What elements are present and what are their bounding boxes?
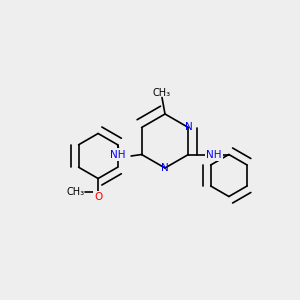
Text: NH: NH <box>206 149 222 160</box>
Text: N: N <box>184 122 192 133</box>
Text: N: N <box>161 163 169 173</box>
Text: CH₃: CH₃ <box>153 88 171 98</box>
Text: CH₃: CH₃ <box>67 187 85 197</box>
Text: NH: NH <box>110 149 125 160</box>
Text: O: O <box>94 192 102 202</box>
